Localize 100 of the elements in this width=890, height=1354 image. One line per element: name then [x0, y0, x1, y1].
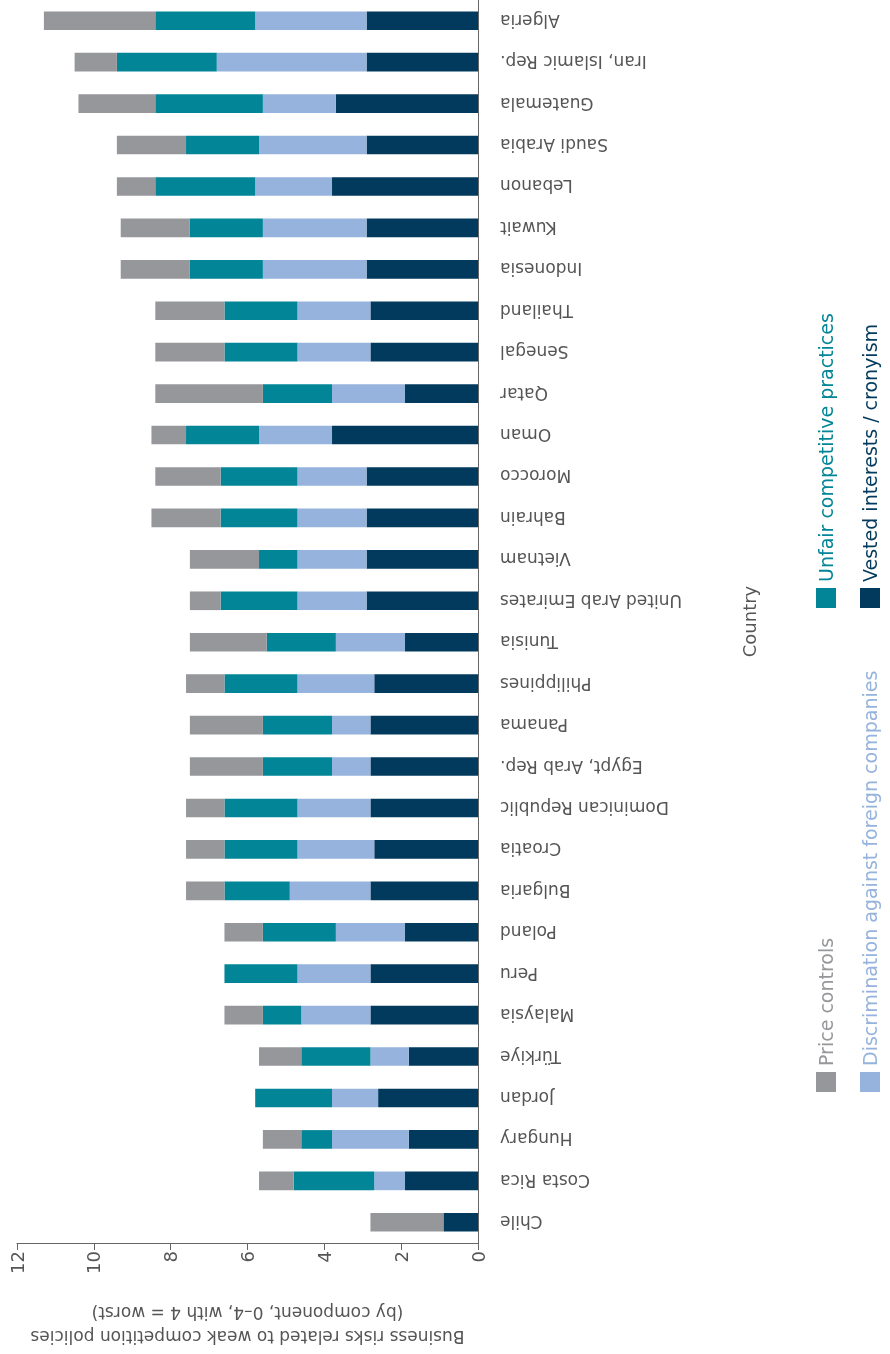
- text: Discrimination against foreign companies: [859, 670, 881, 1066]
- bar: [297, 591, 367, 611]
- bar: [332, 1130, 409, 1149]
- y-tick-label: Senegal: [500, 342, 569, 363]
- y-tick-label: Thailand: [500, 300, 575, 321]
- text: Price controls: [815, 937, 837, 1066]
- bar: [186, 425, 260, 445]
- bar: [189, 218, 263, 238]
- bar: [224, 301, 298, 321]
- bar: [297, 550, 367, 569]
- bar: [186, 674, 225, 693]
- bar: [120, 218, 190, 238]
- bar: [370, 715, 478, 735]
- y-tick-label: Hungary: [500, 1129, 573, 1150]
- bar: [332, 425, 478, 445]
- bar: [366, 135, 478, 155]
- bar: [370, 798, 478, 818]
- bar: [262, 715, 333, 735]
- y-tick-label: Bulgaria: [500, 880, 571, 901]
- bar: [259, 550, 298, 569]
- y-tick-label: Tunisia: [500, 632, 560, 653]
- bar: [262, 1130, 302, 1149]
- bar: [297, 674, 375, 693]
- bar: [155, 301, 225, 321]
- bar: [366, 11, 478, 31]
- bar: [155, 467, 221, 486]
- x-tick-label: 8: [160, 1251, 182, 1263]
- bar: [374, 1171, 406, 1191]
- bar: [335, 922, 406, 942]
- y-tick-label: Guatemala: [500, 93, 594, 114]
- bar: [262, 1005, 302, 1025]
- bar: [405, 632, 478, 652]
- x-tick-label: 12: [6, 1251, 28, 1274]
- bar: [297, 342, 371, 362]
- x-tick-label: 0: [467, 1251, 489, 1263]
- y-tick-label: Peru: [500, 963, 538, 984]
- bar: [332, 1088, 379, 1108]
- bar: [155, 177, 256, 196]
- bar: [405, 922, 478, 942]
- x-tick-label: 4: [313, 1251, 335, 1263]
- bar: [297, 508, 367, 528]
- text: Unfair competitive practices: [815, 313, 837, 582]
- bar: [370, 301, 478, 321]
- bar: [378, 1088, 478, 1108]
- bar: [224, 342, 298, 362]
- bar: [116, 177, 156, 196]
- bar: [74, 52, 117, 72]
- bar: [259, 425, 333, 445]
- bar: [332, 715, 371, 735]
- x-tick-label: 2: [390, 1251, 412, 1263]
- bar: [224, 674, 298, 693]
- bar: [116, 135, 187, 155]
- bar: [366, 52, 478, 72]
- bar: [224, 922, 263, 942]
- bar: [43, 11, 156, 31]
- bar: [259, 1171, 294, 1191]
- bar: [186, 135, 260, 155]
- bar: [408, 1047, 478, 1066]
- y-tick-label: Panama: [500, 715, 569, 736]
- y-tick-label: Croatia: [500, 839, 562, 860]
- bar: [266, 632, 336, 652]
- bar: [216, 52, 367, 72]
- bar: [155, 384, 263, 403]
- bar: [297, 301, 371, 321]
- y-tick-label: United Arab Emirates: [499, 590, 682, 611]
- bar: [366, 259, 478, 279]
- bar: [262, 384, 333, 403]
- bar: [120, 259, 190, 279]
- y-tick-label: Bahrain: [500, 507, 566, 528]
- y-axis-title: Country: [738, 585, 760, 658]
- bar: [262, 94, 336, 113]
- bar: [332, 384, 406, 403]
- bar: [370, 964, 478, 984]
- bar: [366, 550, 478, 569]
- bar: [262, 757, 333, 776]
- y-tick-label: Egypt, Arab Rep.: [500, 756, 643, 777]
- bar: [297, 467, 367, 486]
- bar: [189, 757, 263, 776]
- bar: [301, 1047, 371, 1066]
- y-tick-label: Morocco: [500, 466, 572, 487]
- bar: [262, 218, 367, 238]
- y-tick-label: Jordan: [500, 1087, 556, 1108]
- bar: [297, 840, 375, 859]
- bar: [186, 798, 225, 818]
- y-tick-label: Chile: [500, 1212, 543, 1233]
- y-tick-label: Iran, Islamic Rep.: [500, 52, 647, 73]
- x-axis-title: Business risks related to weak competition policies (by component, 0–4, with 4 = worst): [30, 1303, 465, 1347]
- y-tick-label: Kuwait: [499, 217, 557, 238]
- bar: [408, 1130, 478, 1149]
- bar: [301, 1130, 333, 1149]
- bar: [155, 11, 256, 31]
- bar: [370, 881, 478, 901]
- text: Vested interests / cronyism: [859, 323, 881, 582]
- bar: [370, 342, 478, 362]
- bar: [224, 964, 298, 984]
- bar: [301, 1005, 371, 1025]
- y-tick-label: Vietnam: [500, 549, 571, 570]
- y-tick-label: Saudi Arabia: [500, 135, 608, 156]
- bar: [335, 632, 406, 652]
- bar: [224, 840, 298, 859]
